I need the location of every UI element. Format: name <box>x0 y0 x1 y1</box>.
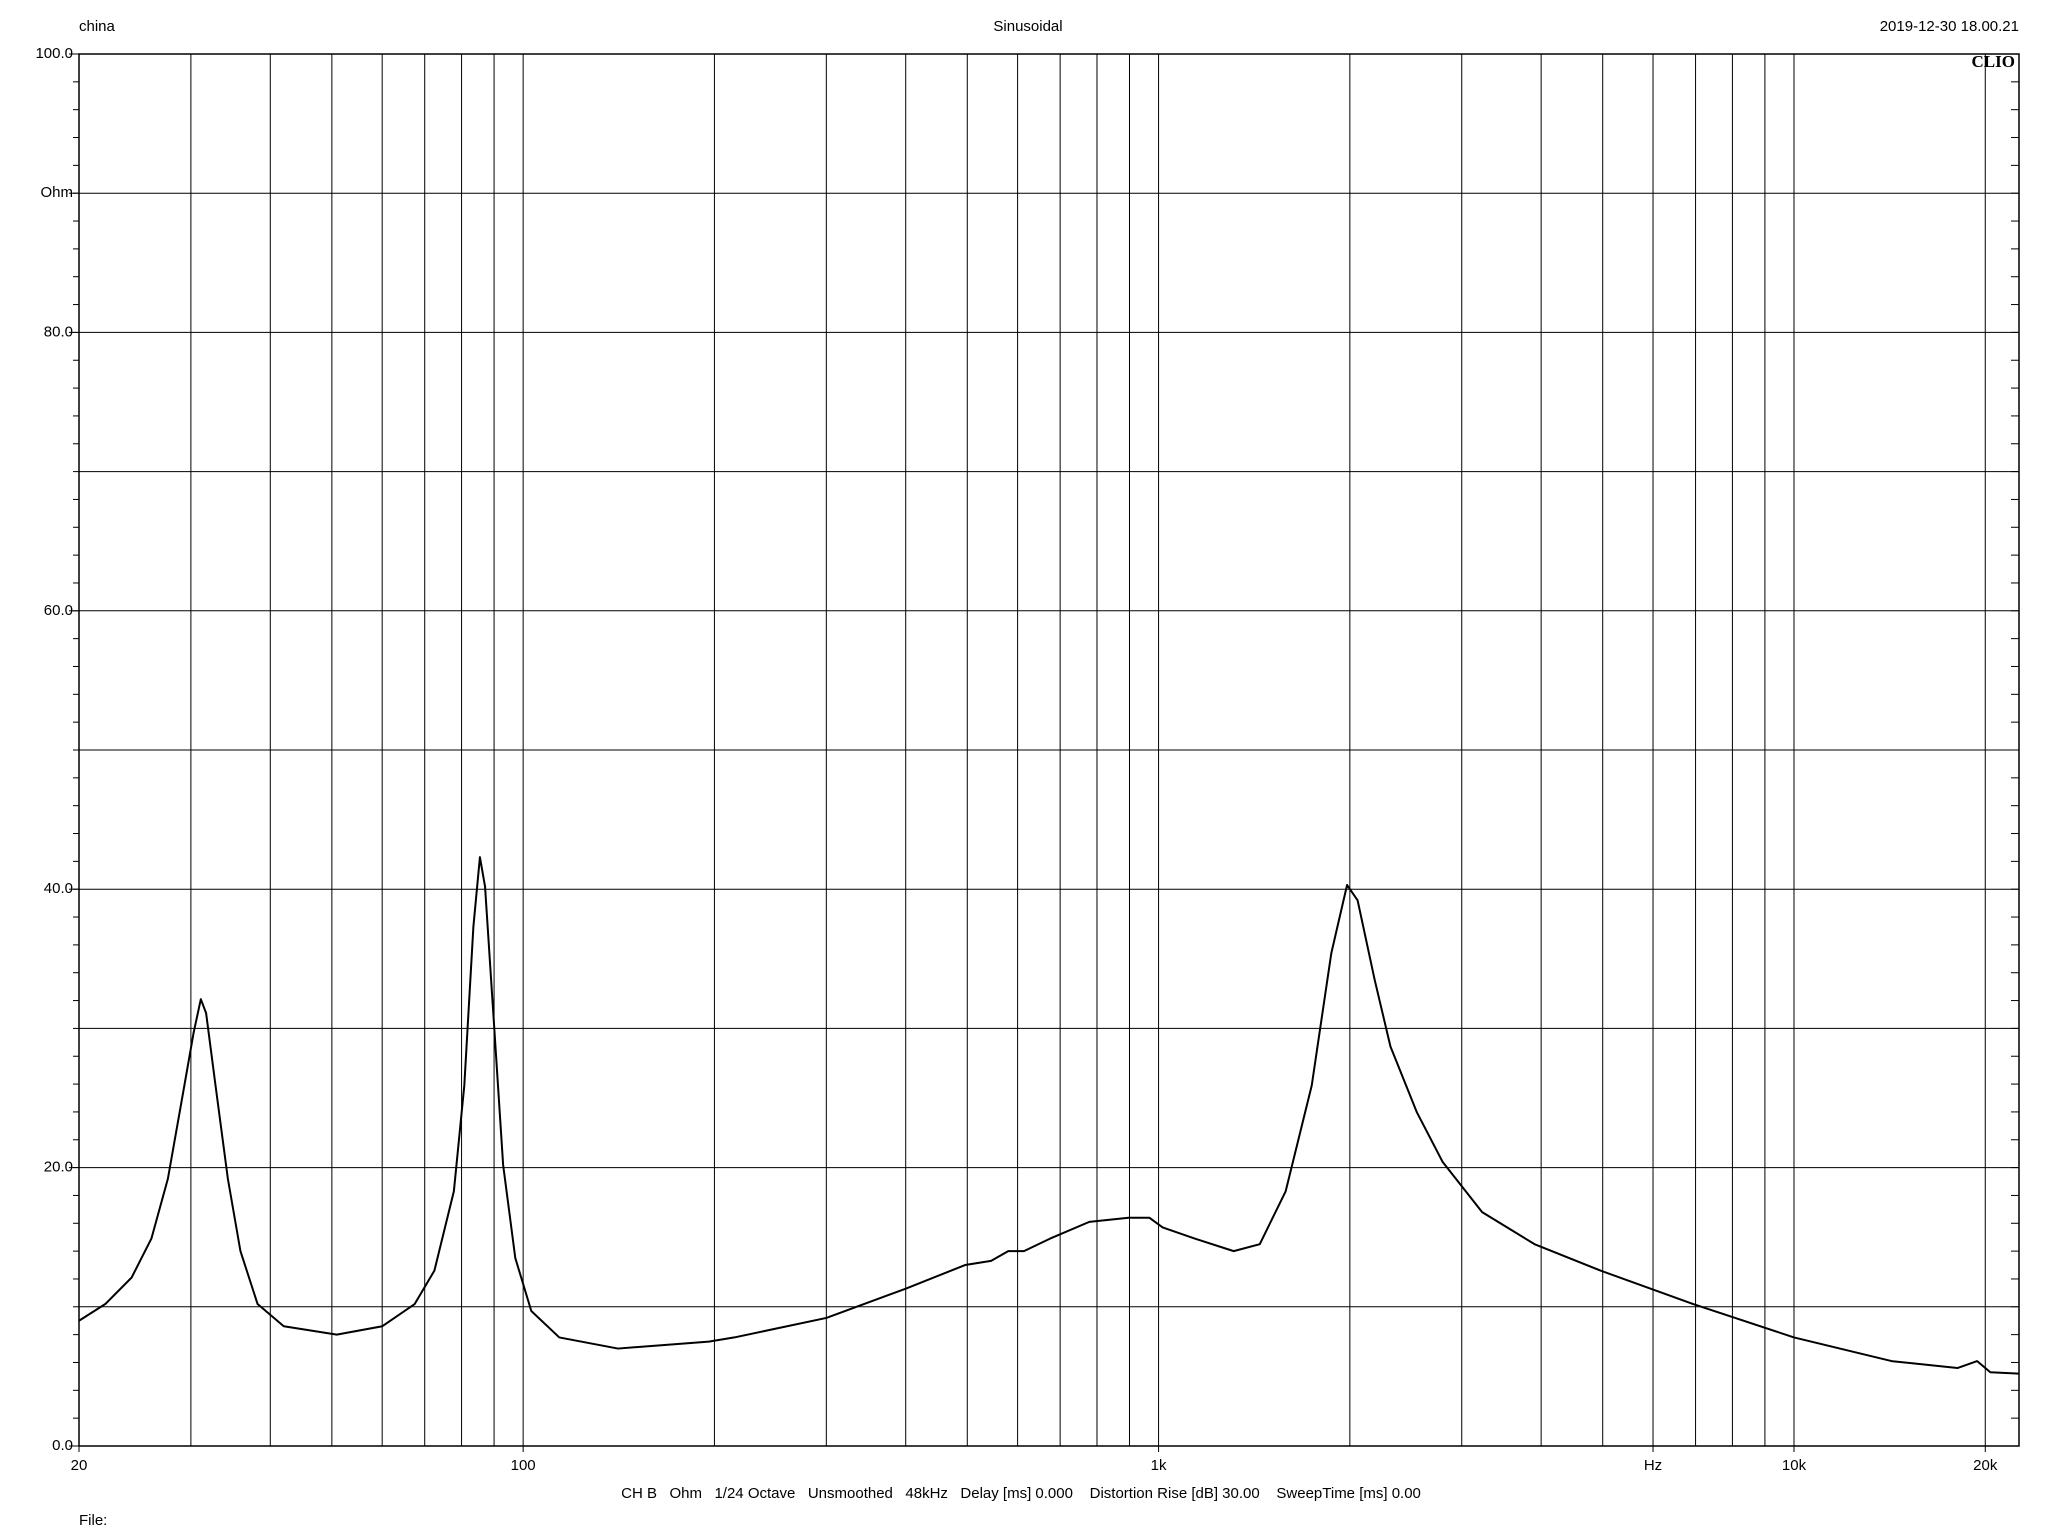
x-tick-label: 10k <box>1782 1457 1807 1474</box>
settings: CH B Ohm 1/24 Octave Unsmoothed 48kHz De… <box>621 1485 1421 1502</box>
y-tick-label: 80.0 <box>44 323 73 340</box>
y-tick-label: Ohm <box>40 184 73 201</box>
file-label: File: <box>79 1512 107 1529</box>
x-tick-label: 20k <box>1973 1457 1998 1474</box>
header-center: Sinusoidal <box>993 18 1062 35</box>
x-tick-label: 100 <box>511 1457 536 1474</box>
x-tick-label: 1k <box>1151 1457 1167 1474</box>
header-left: china <box>79 18 116 35</box>
x-tick-label: Hz <box>1644 1457 1662 1474</box>
x-tick-label: 20 <box>71 1457 88 1474</box>
y-tick-label: 20.0 <box>44 1159 73 1176</box>
y-tick-label: 0.0 <box>52 1437 73 1454</box>
header-right: 2019-12-30 18.00.21 <box>1880 18 2019 35</box>
y-tick-label: 60.0 <box>44 602 73 619</box>
y-tick-label: 100.0 <box>35 45 73 62</box>
brand: CLIO <box>1972 52 2015 71</box>
y-tick-label: 40.0 <box>44 880 73 897</box>
impedance-line <box>78 856 2020 1375</box>
plot-frame <box>78 53 2020 1447</box>
